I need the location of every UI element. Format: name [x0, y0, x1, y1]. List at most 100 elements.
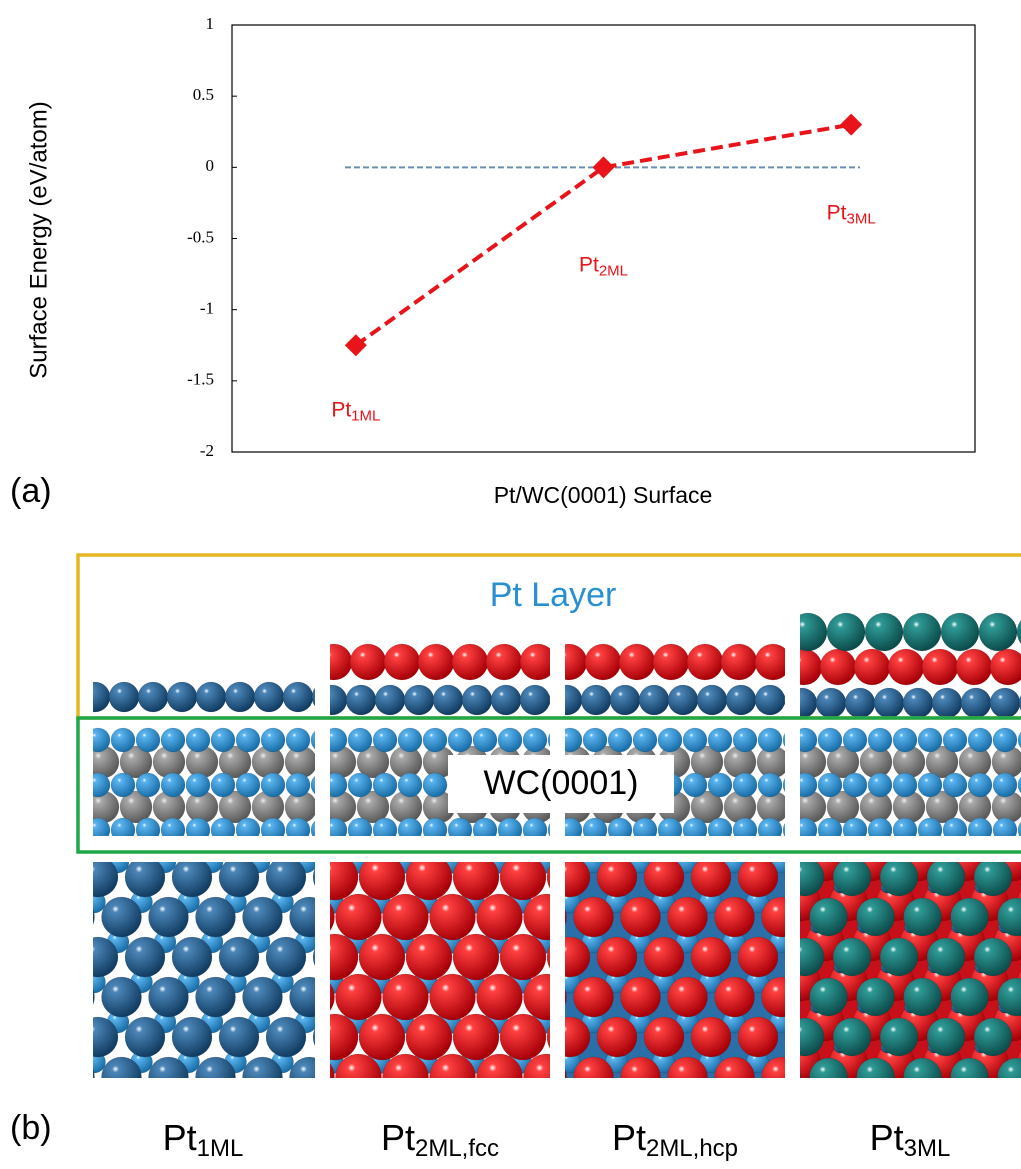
atom [136, 818, 160, 842]
atom [687, 644, 723, 680]
atom [346, 685, 376, 715]
atom [243, 897, 283, 937]
chart: Surface Energy (eV/atom) Pt/WC(0001) Sur… [10, 14, 975, 510]
atom [683, 773, 707, 797]
atom [31, 1017, 71, 1057]
atom [644, 937, 684, 977]
atom [738, 857, 778, 897]
atom [644, 857, 684, 897]
atom [316, 644, 352, 680]
point-label-subscript: 2ML [599, 262, 628, 279]
atom [827, 613, 865, 651]
atom [161, 818, 185, 842]
atom [219, 1017, 259, 1057]
atom [290, 977, 330, 1017]
atom [336, 1054, 382, 1100]
atom [418, 644, 454, 680]
atom [857, 978, 895, 1016]
atom [373, 728, 397, 752]
atom [31, 857, 71, 897]
atom [816, 688, 846, 718]
atom [186, 818, 210, 842]
structure-label-subscript: 1ML [197, 1135, 244, 1162]
atom [726, 685, 756, 715]
atom [574, 1057, 614, 1097]
atom [286, 773, 310, 797]
atom [708, 728, 732, 752]
atom [383, 1054, 429, 1100]
atom [102, 897, 142, 937]
atom [348, 773, 372, 797]
atom [668, 977, 708, 1017]
atom [668, 897, 708, 937]
atom [697, 685, 727, 715]
atom [833, 1018, 871, 1056]
atom [658, 728, 682, 752]
atom [854, 649, 890, 685]
atom [317, 685, 347, 715]
atom [55, 1057, 95, 1097]
atom [786, 649, 822, 685]
atom [500, 934, 546, 980]
atom [833, 858, 871, 896]
atom [448, 818, 472, 842]
atom [290, 897, 330, 937]
atom [683, 728, 707, 752]
atom [500, 1014, 546, 1060]
atom [172, 857, 212, 897]
atom [905, 1081, 917, 1093]
atom [236, 728, 260, 752]
atom [211, 818, 235, 842]
structure-label-base: Pt [381, 1117, 415, 1158]
atom [974, 1018, 1012, 1056]
atom [172, 937, 212, 977]
atom [927, 858, 965, 896]
atom [149, 977, 189, 1017]
atom [312, 934, 358, 980]
atom [520, 685, 550, 715]
atom [452, 644, 488, 680]
atom [498, 818, 522, 842]
atom [758, 818, 782, 842]
atom [691, 1017, 731, 1057]
atom [880, 1018, 918, 1056]
atom [55, 897, 95, 937]
atom [786, 938, 824, 976]
atom [755, 644, 791, 680]
atom [524, 1054, 570, 1100]
atom [619, 644, 655, 680]
atom [558, 728, 582, 752]
atom [691, 857, 731, 897]
atom [857, 898, 895, 936]
atom [621, 977, 661, 1017]
atom [610, 685, 640, 715]
atom [448, 728, 472, 752]
side-view [786, 613, 1021, 842]
atom [430, 1054, 476, 1100]
atom [111, 728, 135, 752]
atom [60, 931, 82, 953]
atom [932, 688, 962, 718]
plot-frame [232, 25, 975, 452]
atom [818, 728, 842, 752]
atom [868, 728, 892, 752]
atom [111, 773, 135, 797]
atom [597, 937, 637, 977]
atom [348, 818, 372, 842]
atom [581, 685, 611, 715]
atom [943, 773, 967, 797]
atom [990, 688, 1020, 718]
atom [406, 1014, 452, 1060]
atom [738, 937, 778, 977]
x-axis-title: Pt/WC(0001) Surface [494, 482, 713, 508]
atom [477, 974, 523, 1020]
atom [683, 818, 707, 842]
atom [968, 773, 992, 797]
atom [524, 894, 570, 940]
atom [60, 851, 82, 873]
atom [865, 613, 903, 651]
atom [266, 1017, 306, 1057]
atom [820, 649, 856, 685]
atom [78, 1017, 118, 1057]
atom [266, 937, 306, 977]
